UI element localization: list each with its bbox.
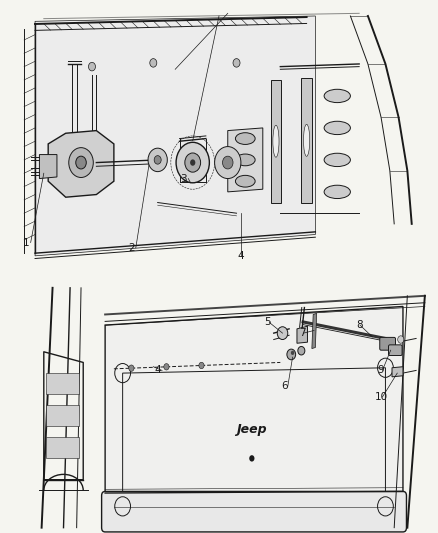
Text: 8: 8 <box>356 320 363 330</box>
FancyBboxPatch shape <box>102 491 406 532</box>
Ellipse shape <box>324 89 350 102</box>
Ellipse shape <box>324 154 350 167</box>
Circle shape <box>190 159 195 166</box>
Polygon shape <box>297 326 307 343</box>
Polygon shape <box>312 313 317 349</box>
Bar <box>46 437 79 458</box>
Text: 4: 4 <box>154 366 161 375</box>
Circle shape <box>223 156 233 169</box>
Polygon shape <box>301 78 312 203</box>
Text: 6: 6 <box>281 382 288 391</box>
Polygon shape <box>35 16 315 256</box>
Circle shape <box>164 364 169 370</box>
Polygon shape <box>48 131 114 197</box>
Circle shape <box>199 362 204 369</box>
Circle shape <box>69 148 93 177</box>
Circle shape <box>154 156 161 164</box>
Text: 7: 7 <box>299 328 306 338</box>
FancyBboxPatch shape <box>380 337 396 350</box>
Text: 4: 4 <box>237 251 244 261</box>
Circle shape <box>148 148 167 172</box>
Polygon shape <box>39 155 57 179</box>
FancyBboxPatch shape <box>389 345 402 356</box>
Text: Jeep: Jeep <box>237 423 267 435</box>
Text: 10: 10 <box>374 392 388 402</box>
Circle shape <box>150 59 157 67</box>
Circle shape <box>76 156 86 169</box>
Circle shape <box>398 336 404 343</box>
Ellipse shape <box>324 185 350 199</box>
Circle shape <box>287 349 296 360</box>
Circle shape <box>249 455 254 462</box>
Circle shape <box>233 59 240 67</box>
Polygon shape <box>271 80 281 203</box>
Ellipse shape <box>236 154 255 166</box>
Circle shape <box>398 368 404 375</box>
Ellipse shape <box>236 175 255 187</box>
Circle shape <box>176 142 209 183</box>
Text: 5: 5 <box>264 318 271 327</box>
Text: 1: 1 <box>23 238 30 247</box>
Polygon shape <box>105 306 403 522</box>
Circle shape <box>129 365 134 372</box>
Circle shape <box>277 327 288 340</box>
Text: 3: 3 <box>180 174 187 183</box>
Polygon shape <box>228 128 263 192</box>
Circle shape <box>298 346 305 355</box>
Polygon shape <box>392 367 403 377</box>
Text: 9: 9 <box>378 366 385 375</box>
Ellipse shape <box>304 124 310 156</box>
Text: 2: 2 <box>128 243 135 253</box>
Ellipse shape <box>273 125 279 157</box>
Circle shape <box>215 147 241 179</box>
Ellipse shape <box>324 122 350 135</box>
Bar <box>46 405 79 426</box>
Ellipse shape <box>236 133 255 144</box>
Circle shape <box>88 62 95 71</box>
Circle shape <box>185 153 201 172</box>
Circle shape <box>291 351 294 355</box>
Bar <box>46 373 79 394</box>
